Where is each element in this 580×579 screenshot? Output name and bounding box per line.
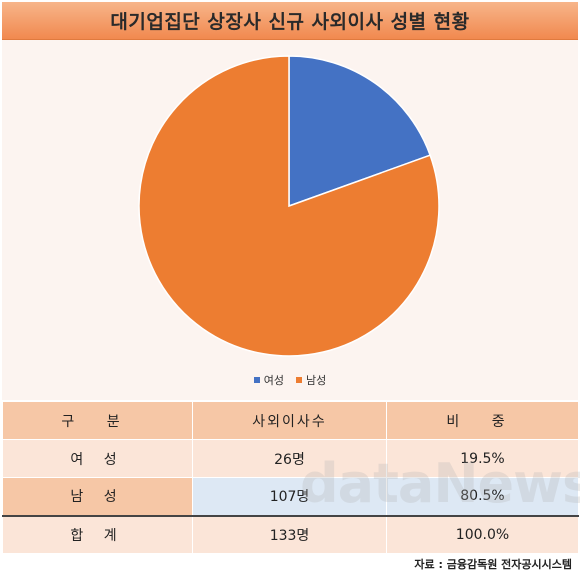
legend-item-female: 여성: [253, 372, 284, 388]
legend-label-male: 남성: [306, 374, 327, 387]
row-label: 남 성: [2, 477, 193, 516]
row-share: 19.5%: [386, 439, 579, 478]
legend-item-male: 남성: [296, 372, 326, 388]
legend: 여성 남성: [2, 372, 578, 388]
source-note: 자료 : 금융감독원 전자공시시스템: [414, 558, 572, 571]
row-count: 133명: [192, 514, 387, 554]
row-share: 100.0%: [386, 514, 579, 554]
header-count: 사외이사수: [192, 401, 387, 440]
table-header-row: 구 분 사외이사수 비 중: [2, 401, 579, 440]
row-label: 여 성: [2, 439, 193, 478]
table-row: 여 성 26명 19.5%: [2, 439, 579, 478]
chart-area: 여성 남성: [2, 40, 578, 400]
pie-slice-female: [288, 55, 432, 208]
header-share: 비 중: [386, 401, 579, 440]
legend-swatch-female: [253, 377, 260, 383]
row-count: 26명: [192, 439, 387, 478]
pie-chart: [138, 55, 440, 357]
row-label: 합 계: [2, 514, 193, 554]
table-row: 남 성 107명 80.5%: [2, 477, 579, 516]
pie-slice-male: [138, 55, 440, 357]
chart-title: 대기업집단 상장사 신규 사외이사 성별 현황: [110, 11, 470, 33]
table-total-row: 합 계 133명 100.0%: [2, 514, 579, 554]
title-bar: 대기업집단 상장사 신규 사외이사 성별 현황: [2, 2, 578, 40]
row-count: 107명: [192, 477, 387, 516]
header-category: 구 분: [2, 401, 193, 440]
legend-label-female: 여성: [263, 374, 284, 387]
row-share: 80.5%: [386, 477, 579, 516]
data-table: 구 분 사외이사수 비 중 여 성 26명 19.5% 남 성 107명 80.…: [2, 401, 579, 554]
legend-swatch-male: [296, 377, 302, 383]
